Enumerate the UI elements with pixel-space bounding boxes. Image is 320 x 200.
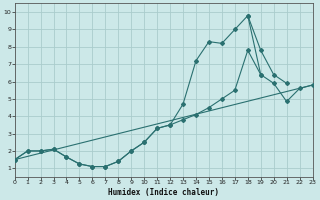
X-axis label: Humidex (Indice chaleur): Humidex (Indice chaleur) (108, 188, 219, 197)
